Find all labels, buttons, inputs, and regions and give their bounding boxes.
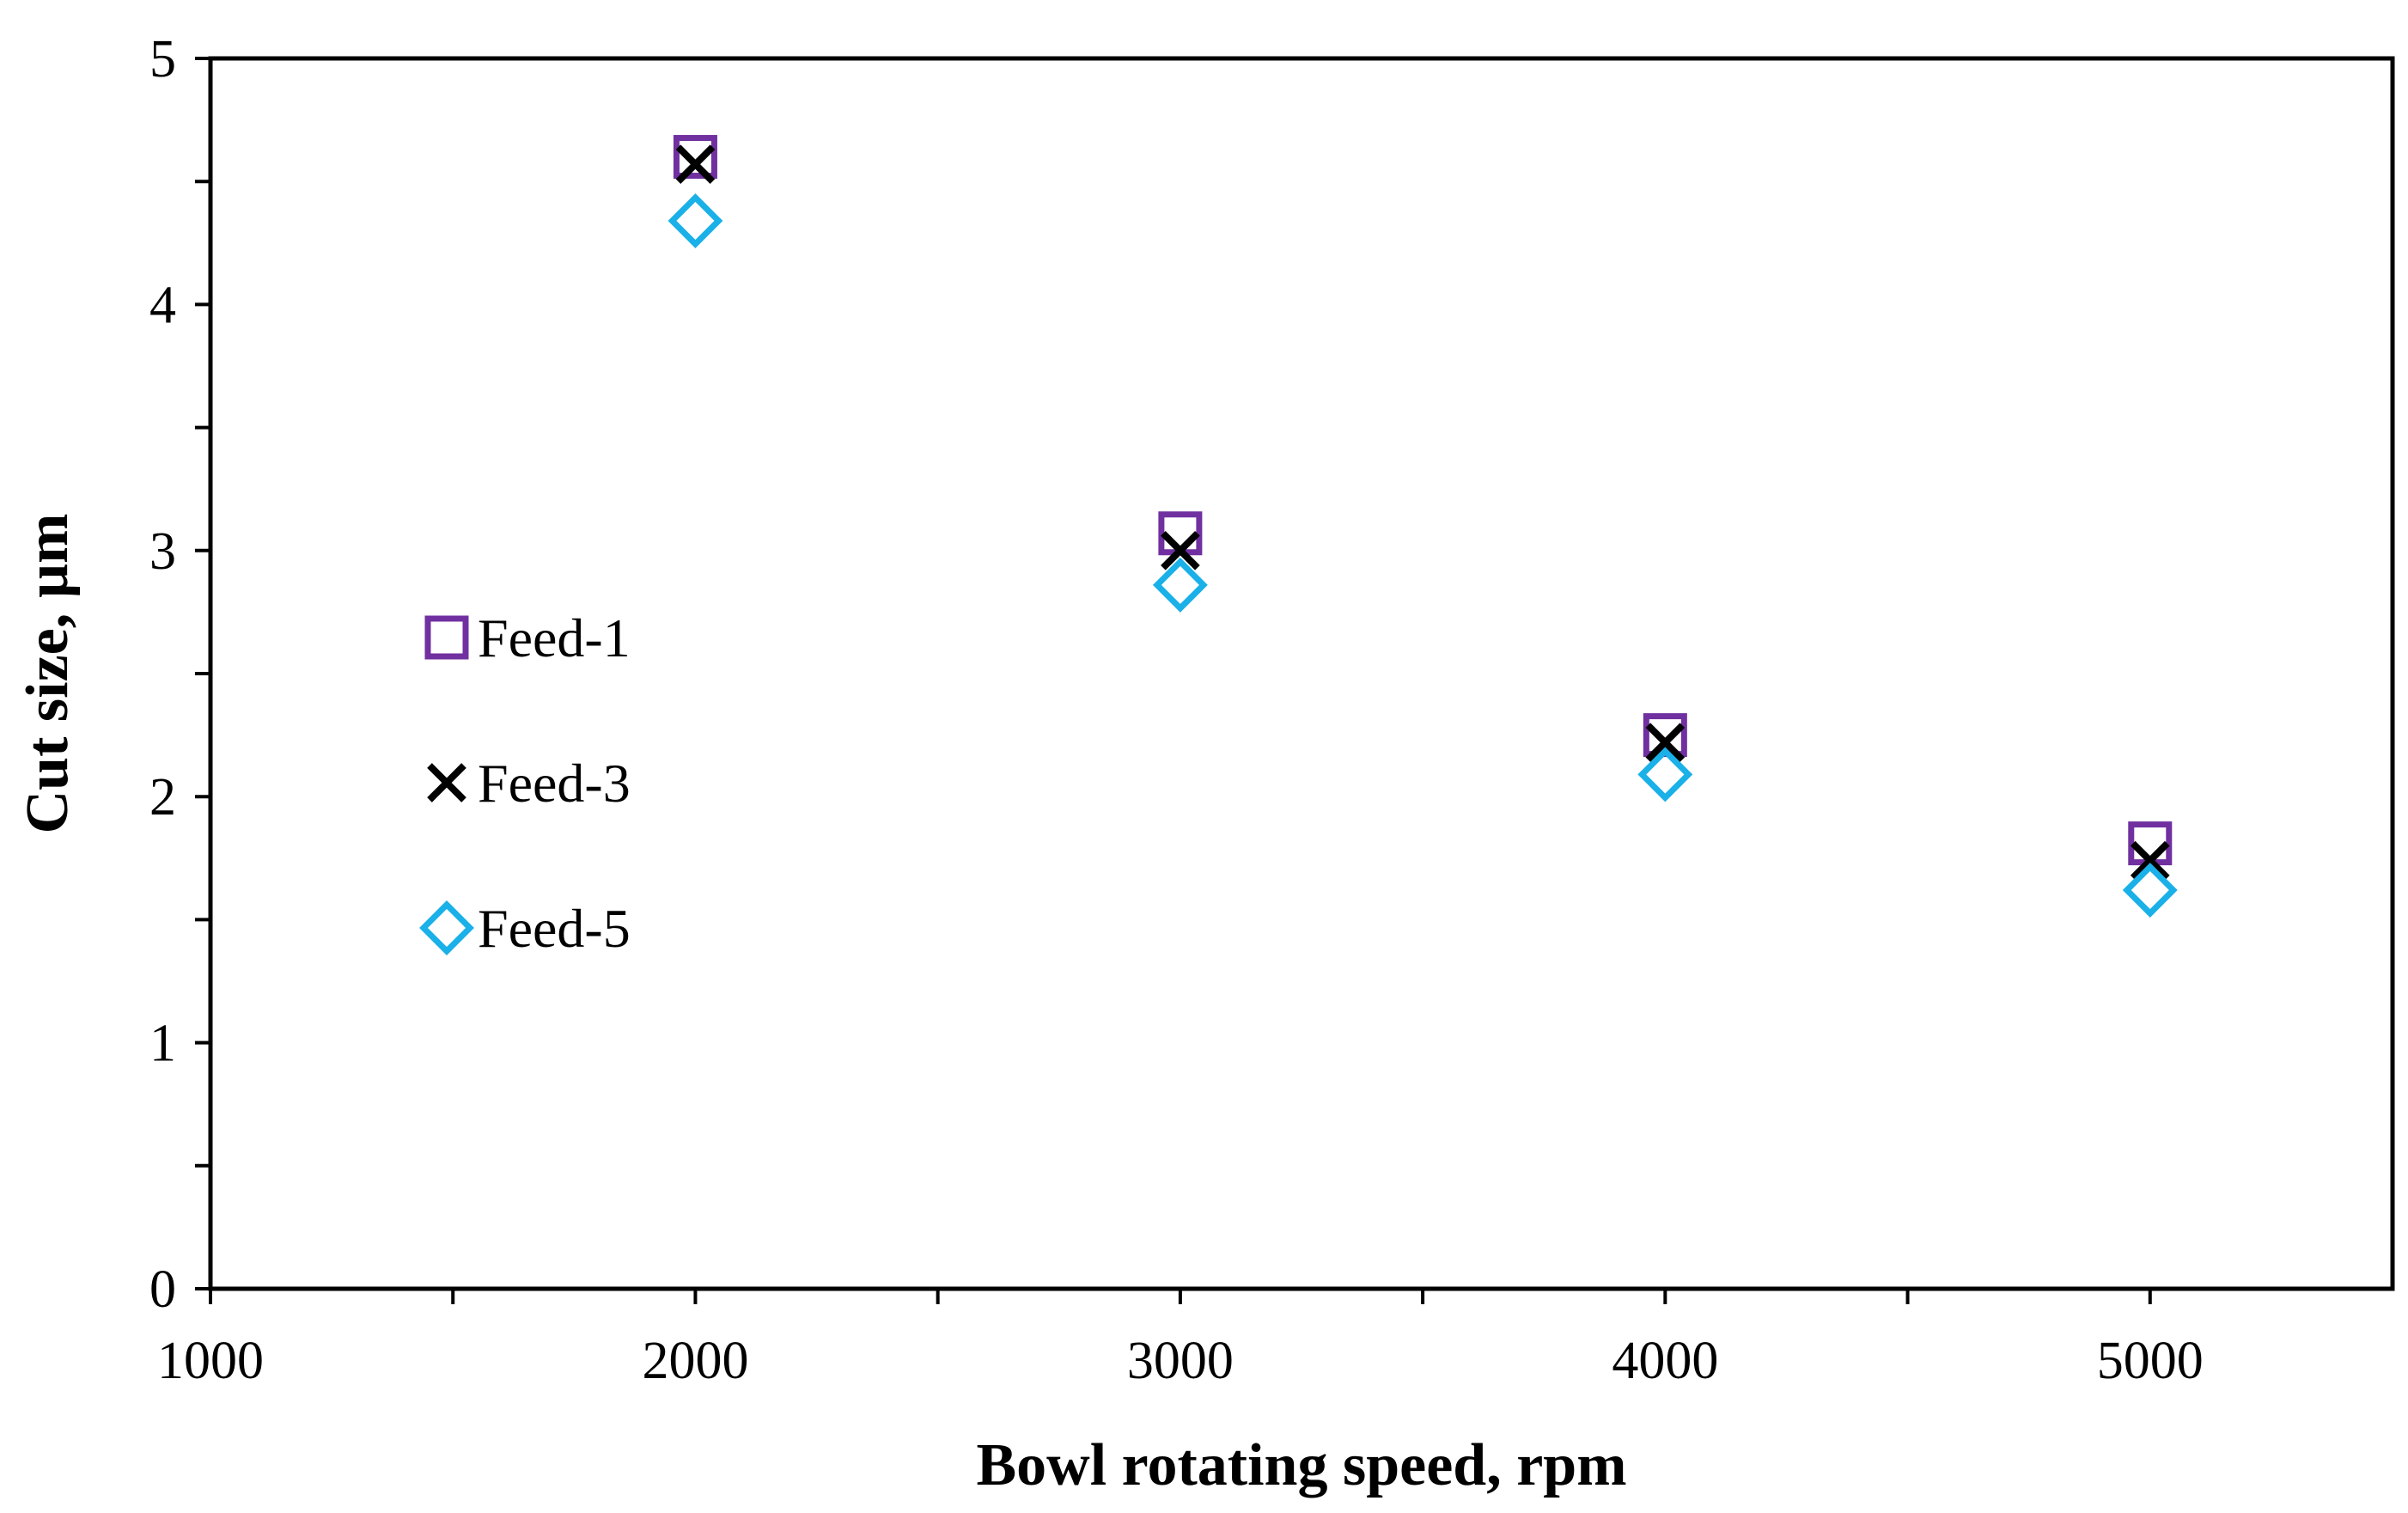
y-tick-label: 5: [149, 30, 176, 88]
series-feed-1: [673, 135, 2173, 866]
data-point: [668, 193, 723, 248]
data-point: [2130, 840, 2170, 881]
legend-label: Feed-1: [478, 607, 631, 668]
legend-marker: [424, 615, 469, 660]
data-point: [1152, 557, 1208, 613]
legend-item: Feed-1: [424, 607, 631, 668]
x-axis-title: Bowl rotating speed, rpm: [976, 1432, 1626, 1498]
series-feed-3: [675, 144, 2170, 881]
y-tick-label: 1: [149, 1015, 176, 1073]
x-tick-label: 4000: [1612, 1332, 1718, 1390]
legend-label: Feed-3: [478, 753, 631, 814]
legend-item: Feed-3: [427, 753, 631, 814]
data-point: [2122, 863, 2178, 918]
data-point: [1645, 723, 1686, 763]
legend-label: Feed-5: [478, 898, 631, 959]
legend-item: Feed-5: [419, 898, 631, 959]
plot-area: [208, 56, 2395, 1291]
y-axis-title: Cut size, µm: [15, 514, 81, 834]
legend-marker: [419, 900, 474, 955]
axis-tick-labels: 1000 2000 3000 4000 5000 0 1 2 3 4 5: [149, 30, 2204, 1390]
series-feed-5: [668, 193, 2178, 918]
legend-marker: [427, 763, 466, 802]
y-tick-label: 4: [149, 276, 176, 334]
data-point: [1161, 530, 1200, 570]
data-point: [673, 135, 717, 180]
axis-ticks: [195, 57, 2152, 1304]
x-tick-label: 3000: [1127, 1332, 1234, 1390]
y-tick-label: 2: [149, 768, 176, 827]
y-tick-label: 0: [149, 1260, 176, 1319]
x-tick-label: 1000: [157, 1332, 264, 1390]
legend: Feed-1 Feed-3 Feed-5: [419, 607, 631, 959]
x-tick-label: 2000: [642, 1332, 748, 1390]
data-point: [1637, 747, 1693, 802]
data-point: [675, 144, 716, 184]
x-tick-label: 5000: [2097, 1332, 2204, 1390]
data-points: [668, 135, 2178, 918]
y-tick-label: 3: [149, 522, 176, 581]
